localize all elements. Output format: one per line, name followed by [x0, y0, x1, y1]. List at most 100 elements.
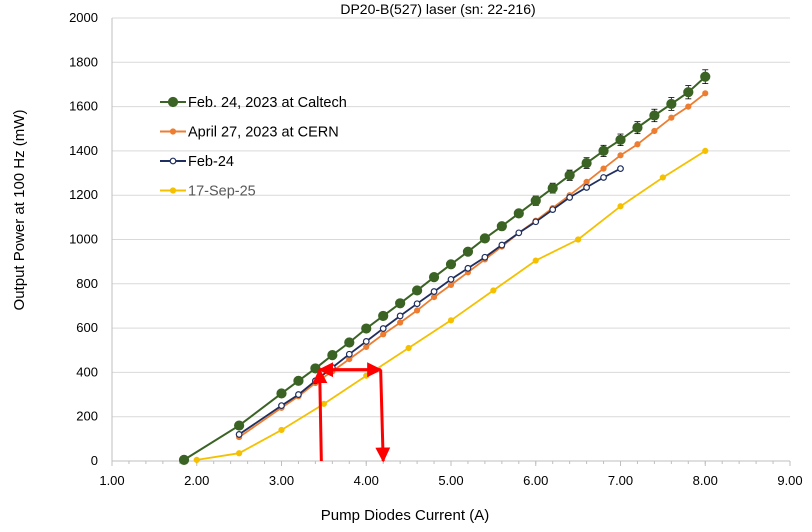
annotations	[312, 362, 391, 463]
y-tick-label: 1200	[69, 187, 98, 202]
data-point	[447, 281, 455, 289]
y-tick-label: 2000	[69, 10, 98, 25]
y-tick-label: 0	[91, 453, 98, 468]
data-point	[532, 218, 540, 226]
x-tick-label: 7.00	[608, 473, 633, 488]
data-point	[235, 431, 243, 438]
data-point	[462, 246, 474, 257]
series-0	[178, 69, 711, 465]
data-point	[447, 275, 455, 283]
data-point	[193, 456, 200, 463]
data-point	[479, 233, 490, 244]
x-tick-label: 1.00	[99, 473, 124, 488]
data-point	[414, 307, 421, 314]
data-point	[685, 103, 692, 110]
data-point	[481, 253, 489, 261]
y-tick-label: 1800	[69, 54, 98, 69]
data-point	[564, 170, 575, 181]
legend-label: Feb-24	[188, 154, 234, 170]
data-point	[659, 174, 666, 181]
data-point	[600, 165, 607, 172]
data-point	[234, 420, 245, 431]
series-3	[193, 147, 709, 463]
data-point	[634, 141, 641, 148]
data-point	[575, 236, 582, 243]
data-point	[169, 187, 177, 194]
data-point	[379, 325, 387, 332]
y-tick-label: 1000	[69, 232, 98, 247]
data-point	[651, 127, 658, 135]
gridlines	[112, 17, 790, 418]
x-tick-label: 2.00	[184, 473, 209, 488]
data-point	[362, 337, 370, 345]
data-point	[447, 317, 455, 324]
legend-entry-3: 17-Sep-25	[160, 184, 256, 200]
y-tick-label: 800	[76, 276, 98, 291]
data-point	[617, 152, 624, 159]
legend-label: April 27, 2023 at CERN	[188, 125, 339, 141]
data-point	[702, 147, 709, 154]
legend-entry-1: April 27, 2023 at CERN	[160, 125, 339, 141]
data-point	[530, 195, 541, 206]
legend: Feb. 24, 2023 at Caltech April 27, 2023 a…	[160, 95, 347, 200]
data-point	[295, 391, 302, 398]
data-point	[702, 90, 709, 97]
data-point	[549, 206, 557, 213]
data-point	[547, 183, 558, 194]
data-point	[464, 264, 472, 272]
data-point	[276, 388, 287, 399]
data-point	[236, 450, 243, 457]
data-point	[167, 96, 179, 108]
y-axis-label: Output Power at 100 Hz (mW)	[11, 110, 28, 311]
data-point	[412, 285, 423, 296]
annotation-arrow	[312, 368, 328, 462]
data-point	[320, 400, 327, 407]
data-point	[666, 98, 677, 110]
data-point	[430, 293, 438, 301]
y-tick-label: 1600	[69, 99, 98, 114]
data-point	[617, 203, 624, 210]
data-point	[583, 184, 590, 191]
data-point	[397, 319, 404, 326]
x-tick-label: 9.00	[777, 473, 802, 488]
data-point	[632, 122, 643, 133]
legend-label: 17-Sep-25	[188, 184, 256, 200]
data-point	[513, 208, 524, 219]
data-point	[600, 174, 607, 181]
data-point	[278, 426, 285, 434]
y-tick-label: 200	[76, 409, 98, 424]
data-point	[683, 87, 694, 98]
data-point	[380, 331, 387, 338]
data-point	[405, 344, 412, 352]
x-tick-label: 5.00	[438, 473, 463, 488]
data-point	[583, 178, 590, 186]
data-point	[445, 259, 457, 270]
data-point	[428, 272, 440, 283]
data-point	[169, 128, 177, 135]
x-tick-label: 6.00	[523, 473, 548, 488]
annotation-arrow	[375, 369, 391, 463]
data-point	[293, 375, 304, 386]
data-point	[498, 241, 506, 249]
data-point	[668, 114, 675, 121]
legend-entry-0: Feb. 24, 2023 at Caltech	[160, 95, 347, 111]
data-point	[700, 71, 711, 82]
axes: 0 200 400 600 800 1000 1200 1400 1600 1800 2000 1.0…	[69, 10, 803, 488]
data-point	[361, 323, 372, 334]
data-point	[363, 372, 370, 379]
x-tick-label: 8.00	[693, 473, 718, 488]
data-point	[178, 454, 190, 465]
plot-series	[178, 69, 711, 465]
x-axis-label: Pump Diodes Current (A)	[321, 507, 489, 524]
data-point	[496, 221, 507, 232]
y-tick-label: 600	[76, 320, 98, 335]
data-point	[649, 110, 660, 121]
data-point	[327, 350, 338, 361]
y-tick-label: 1400	[69, 143, 98, 158]
data-point	[344, 337, 355, 348]
data-point	[396, 312, 404, 320]
data-point	[413, 300, 421, 308]
data-point	[490, 287, 497, 294]
data-point	[169, 157, 177, 165]
